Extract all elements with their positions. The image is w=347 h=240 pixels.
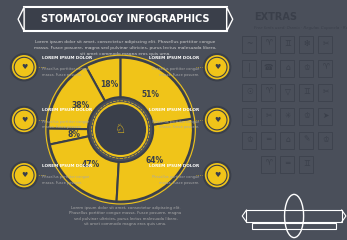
Wedge shape [121, 58, 192, 125]
Text: ☎: ☎ [264, 63, 273, 72]
Text: ▽: ▽ [285, 87, 291, 96]
Text: 38%: 38% [72, 101, 90, 110]
Text: ♔: ♔ [246, 135, 253, 144]
Circle shape [11, 54, 37, 80]
Text: 8%: 8% [68, 130, 81, 138]
Text: LOREM IPSUM DOLOR: LOREM IPSUM DOLOR [42, 56, 92, 60]
Text: ♈: ♈ [265, 159, 272, 168]
Text: ⌂: ⌂ [285, 63, 290, 72]
Text: ♥: ♥ [214, 64, 220, 70]
Text: LOREM IPSUM DOLOR: LOREM IPSUM DOLOR [42, 164, 92, 168]
Text: ❇: ❇ [304, 39, 310, 48]
Text: ♊: ♊ [303, 87, 310, 96]
Circle shape [94, 103, 147, 156]
Polygon shape [18, 7, 24, 31]
Text: ♥: ♥ [21, 172, 27, 178]
Wedge shape [86, 58, 121, 101]
Text: ✎: ✎ [304, 135, 310, 144]
Text: ✂: ✂ [323, 39, 329, 48]
Text: LOREM IPSUM DOLOR: LOREM IPSUM DOLOR [149, 108, 199, 112]
Text: ♘: ♘ [115, 123, 126, 136]
Text: ~: ~ [246, 39, 253, 48]
Text: LOREM IPSUM DOLOR: LOREM IPSUM DOLOR [149, 56, 199, 60]
Text: ♥: ♥ [21, 64, 27, 70]
Wedge shape [48, 66, 105, 129]
Text: ⌂: ⌂ [285, 135, 290, 144]
Text: ♈: ♈ [322, 63, 329, 72]
Circle shape [11, 162, 37, 188]
Text: Free fonts used: Oranio · Regular, Cupuncla · Regular: Free fonts used: Oranio · Regular, Cupun… [254, 26, 347, 30]
Text: ♥: ♥ [214, 117, 220, 123]
Text: Phasellus porttitor congue
massa. Fusce posuere.: Phasellus porttitor congue massa. Fusce … [152, 67, 199, 77]
Text: ♈: ♈ [265, 87, 272, 96]
Text: Phasellus porttitor congue
massa. Fusce posuere.: Phasellus porttitor congue massa. Fusce … [152, 175, 199, 185]
Wedge shape [48, 129, 89, 144]
Text: ═: ═ [286, 159, 290, 168]
Text: ✂: ✂ [265, 111, 272, 120]
Circle shape [11, 107, 37, 133]
Polygon shape [227, 7, 233, 31]
Text: LOREM IPSUM DOLOR: LOREM IPSUM DOLOR [149, 164, 199, 168]
Text: ♈: ♈ [265, 39, 272, 48]
Text: Phasellus porttitor congue
massa. Fusce posuere.: Phasellus porttitor congue massa. Fusce … [42, 175, 90, 185]
FancyBboxPatch shape [24, 7, 227, 31]
Text: ✂: ✂ [323, 87, 329, 96]
Text: ☉: ☉ [246, 87, 253, 96]
Text: 64%: 64% [146, 156, 164, 165]
Text: Phasellus porttitor congue
massa. Fusce posuere.: Phasellus porttitor congue massa. Fusce … [42, 120, 90, 129]
Text: LOREM IPSUM DOLOR: LOREM IPSUM DOLOR [42, 108, 92, 112]
Text: ♊: ♊ [284, 39, 291, 48]
Text: ✳: ✳ [285, 111, 291, 120]
Text: Lorem ipsum dolor sit amet, consectetur adipiscing elit. Phasellus porttitor con: Lorem ipsum dolor sit amet, consectetur … [34, 41, 217, 55]
Text: ♨: ♨ [246, 111, 253, 120]
Text: STOMATOLOGY INFOGRAPHICS: STOMATOLOGY INFOGRAPHICS [41, 14, 210, 24]
Text: ➤: ➤ [323, 111, 329, 120]
Text: EXTRAS: EXTRAS [254, 12, 297, 22]
Text: Phasellus porttitor congue
massa. Fusce posuere.: Phasellus porttitor congue massa. Fusce … [152, 120, 199, 129]
Text: ♔: ♔ [303, 111, 310, 120]
Wedge shape [117, 119, 193, 202]
Wedge shape [50, 136, 119, 202]
Text: Lorem ipsum dolor sit amet, consectetur adipiscing elit.
Phasellus porttitor con: Lorem ipsum dolor sit amet, consectetur … [69, 206, 181, 226]
Text: ═: ═ [266, 135, 271, 144]
Text: 18%: 18% [100, 80, 118, 89]
Text: 47%: 47% [81, 160, 100, 169]
Text: ♥: ♥ [214, 172, 220, 178]
Text: ♥: ♥ [21, 117, 27, 123]
Circle shape [204, 107, 230, 133]
Circle shape [204, 162, 230, 188]
Text: |: | [248, 63, 251, 72]
Text: ♔: ♔ [322, 135, 329, 144]
Circle shape [204, 54, 230, 80]
Text: ♔: ♔ [303, 63, 310, 72]
Text: ♊: ♊ [303, 159, 310, 168]
Text: Phasellus porttitor congue
massa. Fusce posuere.: Phasellus porttitor congue massa. Fusce … [42, 67, 90, 77]
Text: 51%: 51% [142, 90, 160, 99]
